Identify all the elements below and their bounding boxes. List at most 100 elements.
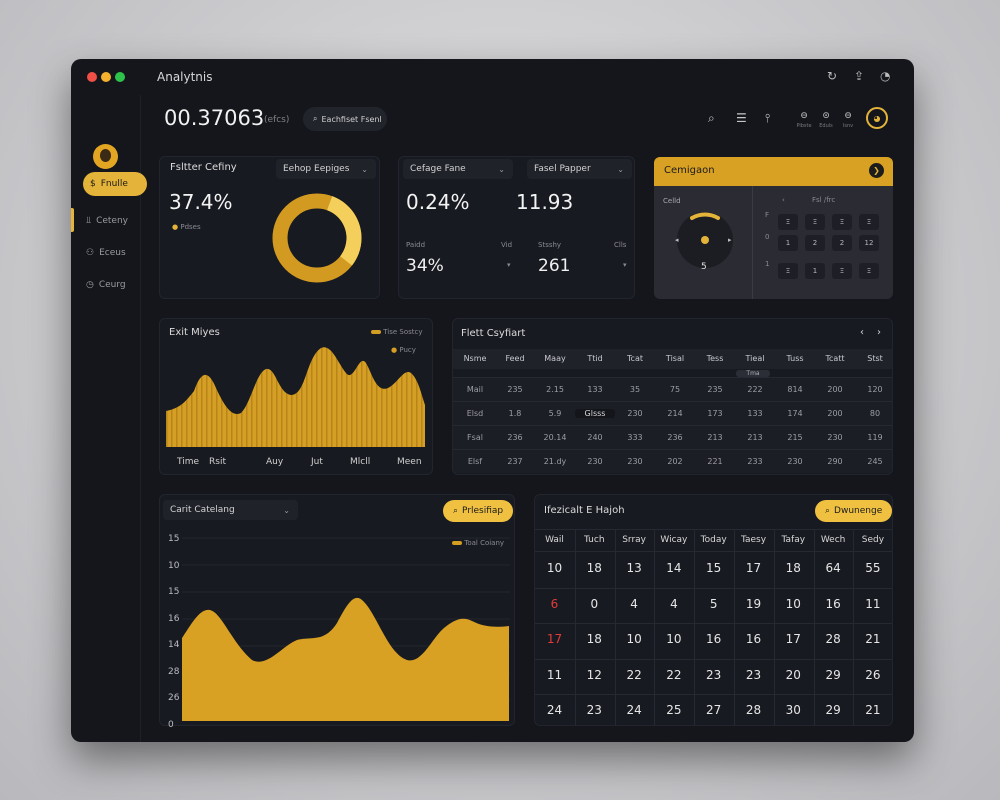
table-row[interactable]	[453, 401, 892, 425]
grid-cell[interactable]: 2	[805, 235, 825, 251]
maximize-window-dot[interactable]	[115, 72, 125, 82]
calendar-day[interactable]: 10	[546, 561, 563, 575]
calendar-day[interactable]: 64	[825, 561, 841, 575]
grid-prev-icon[interactable]: ‹	[782, 196, 785, 204]
close-window-dot[interactable]	[87, 72, 97, 82]
calendar-day[interactable]: 21	[865, 632, 881, 646]
calendar-day[interactable]: 0	[590, 596, 599, 611]
gauge-right-arrow[interactable]: ▸	[728, 236, 732, 244]
grid-cell[interactable]: 2	[832, 235, 852, 251]
grid-cell[interactable]: 12	[859, 235, 879, 251]
table-column-header[interactable]: Tuss	[786, 354, 804, 363]
sidebar-item-fnulle[interactable]: $ Fnulle	[83, 172, 147, 196]
calendar-day[interactable]: 24	[546, 703, 563, 717]
stats-select-1[interactable]: Cefage Fane ⌄	[403, 159, 513, 179]
minimize-window-dot[interactable]	[101, 72, 111, 82]
calendar-day[interactable]: 28	[745, 703, 762, 717]
grid-cell[interactable]: 1	[778, 235, 798, 251]
calendar-day[interactable]: 29	[825, 703, 841, 717]
calendar-day[interactable]: 16	[706, 632, 722, 646]
calendar-day[interactable]: 10	[785, 596, 801, 611]
calendar-day[interactable]: 17	[546, 632, 563, 646]
table-column-header[interactable]: Tisal	[665, 354, 685, 363]
calendar-day[interactable]: 22	[666, 667, 682, 682]
share-icon[interactable]: ⇪	[854, 69, 865, 83]
calendar-day[interactable]: 12	[586, 667, 602, 682]
calendar-day[interactable]: 14	[666, 561, 682, 575]
calendar-day[interactable]: 55	[865, 561, 881, 575]
table-column-header[interactable]: Tcat	[627, 354, 643, 363]
table-row[interactable]	[453, 449, 892, 473]
grid-cell[interactable]: Ξ	[859, 214, 879, 230]
calendar-day[interactable]: 30	[785, 703, 801, 717]
calendar-day[interactable]: 4	[670, 596, 678, 611]
search-icon[interactable]: ⌕	[708, 111, 715, 125]
calendar-day[interactable]: 15	[706, 561, 722, 575]
table-column-header[interactable]: Tieal	[745, 354, 765, 363]
calendar-day[interactable]: 22	[626, 667, 642, 682]
calendar-day[interactable]: 5	[709, 596, 718, 611]
gauge-left-arrow[interactable]: ◂	[675, 236, 679, 244]
grid-cell[interactable]: Ξ	[832, 214, 852, 230]
control-isnv[interactable]: ⊖ Isnv	[837, 111, 859, 129]
grid-cell[interactable]: Ξ	[778, 263, 798, 279]
avatar[interactable]	[93, 144, 118, 169]
calendar-day[interactable]: 21	[865, 703, 881, 717]
calendar-day[interactable]: 18	[586, 632, 602, 646]
calendar-day[interactable]: 25	[666, 703, 682, 717]
table-column-header[interactable]: Nsme	[463, 354, 487, 363]
chevron-right-icon[interactable]: ›	[877, 327, 881, 338]
control-pibste[interactable]: ⊖ Pibste	[793, 111, 815, 129]
grid-cell[interactable]: Ξ	[805, 214, 825, 230]
table-column-header[interactable]: Ttid	[587, 354, 603, 363]
calendar-day[interactable]: 17	[745, 561, 762, 575]
calendar-day[interactable]: 29	[825, 667, 841, 682]
calendar-day[interactable]: 11	[546, 667, 563, 682]
calendar-day[interactable]: 17	[785, 632, 801, 646]
calendar-day[interactable]: 10	[666, 632, 682, 646]
stats-select-2[interactable]: Fasel Papper ⌄	[527, 159, 632, 179]
calendar-day[interactable]: 10	[626, 632, 642, 646]
calendar-day[interactable]: 24	[626, 703, 642, 717]
calendar-day[interactable]: 13	[626, 561, 642, 575]
calendar-day[interactable]: 23	[706, 667, 722, 682]
grid-cell[interactable]: Ξ	[778, 214, 798, 230]
area-chart-2-button[interactable]: ⌕ Prlesifiap	[443, 500, 514, 522]
calendar-day[interactable]: 6	[550, 596, 559, 611]
grid-cell[interactable]: Ξ	[859, 263, 879, 279]
calendar-day[interactable]: 16	[825, 596, 841, 611]
table-row[interactable]	[453, 377, 892, 401]
table-column-header[interactable]: Tcatt	[825, 354, 845, 363]
table-column-header[interactable]: Tess	[706, 354, 724, 363]
sidebar-item-ceurg[interactable]: ◷ Ceurg	[83, 273, 147, 297]
table-column-header[interactable]: Stst	[867, 354, 883, 363]
sidebar-item-ceteny[interactable]: ⫫ Ceteny	[83, 209, 147, 233]
refresh-icon[interactable]: ↻	[827, 69, 838, 83]
control-eduls[interactable]: ⊙ Eduls	[815, 111, 837, 129]
header-search-button[interactable]: ⌕ Eachfiset Fsenl	[303, 107, 387, 131]
calendar-day[interactable]: 27	[706, 703, 722, 717]
chevron-left-icon[interactable]: ‹	[860, 327, 864, 338]
calendar-day[interactable]: 19	[745, 596, 762, 611]
profile-ring-icon[interactable]: ◕	[866, 107, 888, 129]
grid-cell[interactable]: Ξ	[832, 263, 852, 279]
area-chart-2-select[interactable]: Carit Catelang ⌄	[163, 500, 298, 520]
table-row[interactable]	[453, 425, 892, 449]
sidebar-item-eceus[interactable]: ⚇ Eceus	[83, 241, 147, 265]
calendar-day[interactable]: 23	[586, 703, 602, 717]
menu-icon[interactable]: ☰	[736, 111, 747, 125]
table-column-header[interactable]: Feed	[505, 354, 525, 363]
calendar-day[interactable]: 18	[785, 561, 801, 575]
calendar-day[interactable]: 16	[745, 632, 762, 646]
notification-icon[interactable]: ◔	[880, 69, 891, 83]
calendar-day[interactable]: 20	[785, 667, 801, 682]
calendar-day[interactable]: 23	[745, 667, 762, 682]
calendar-day[interactable]: 26	[865, 667, 881, 682]
filter-icon[interactable]: ⫯	[765, 111, 771, 125]
gauge-knob[interactable]	[701, 236, 709, 244]
table-column-header[interactable]: Maay	[544, 354, 566, 363]
calendar-button[interactable]: ⌕ Dwunenge	[815, 500, 892, 522]
more-icon[interactable]: ❯	[869, 163, 884, 178]
calendar-day[interactable]: 11	[865, 596, 881, 611]
calendar-day[interactable]: 18	[586, 561, 602, 575]
